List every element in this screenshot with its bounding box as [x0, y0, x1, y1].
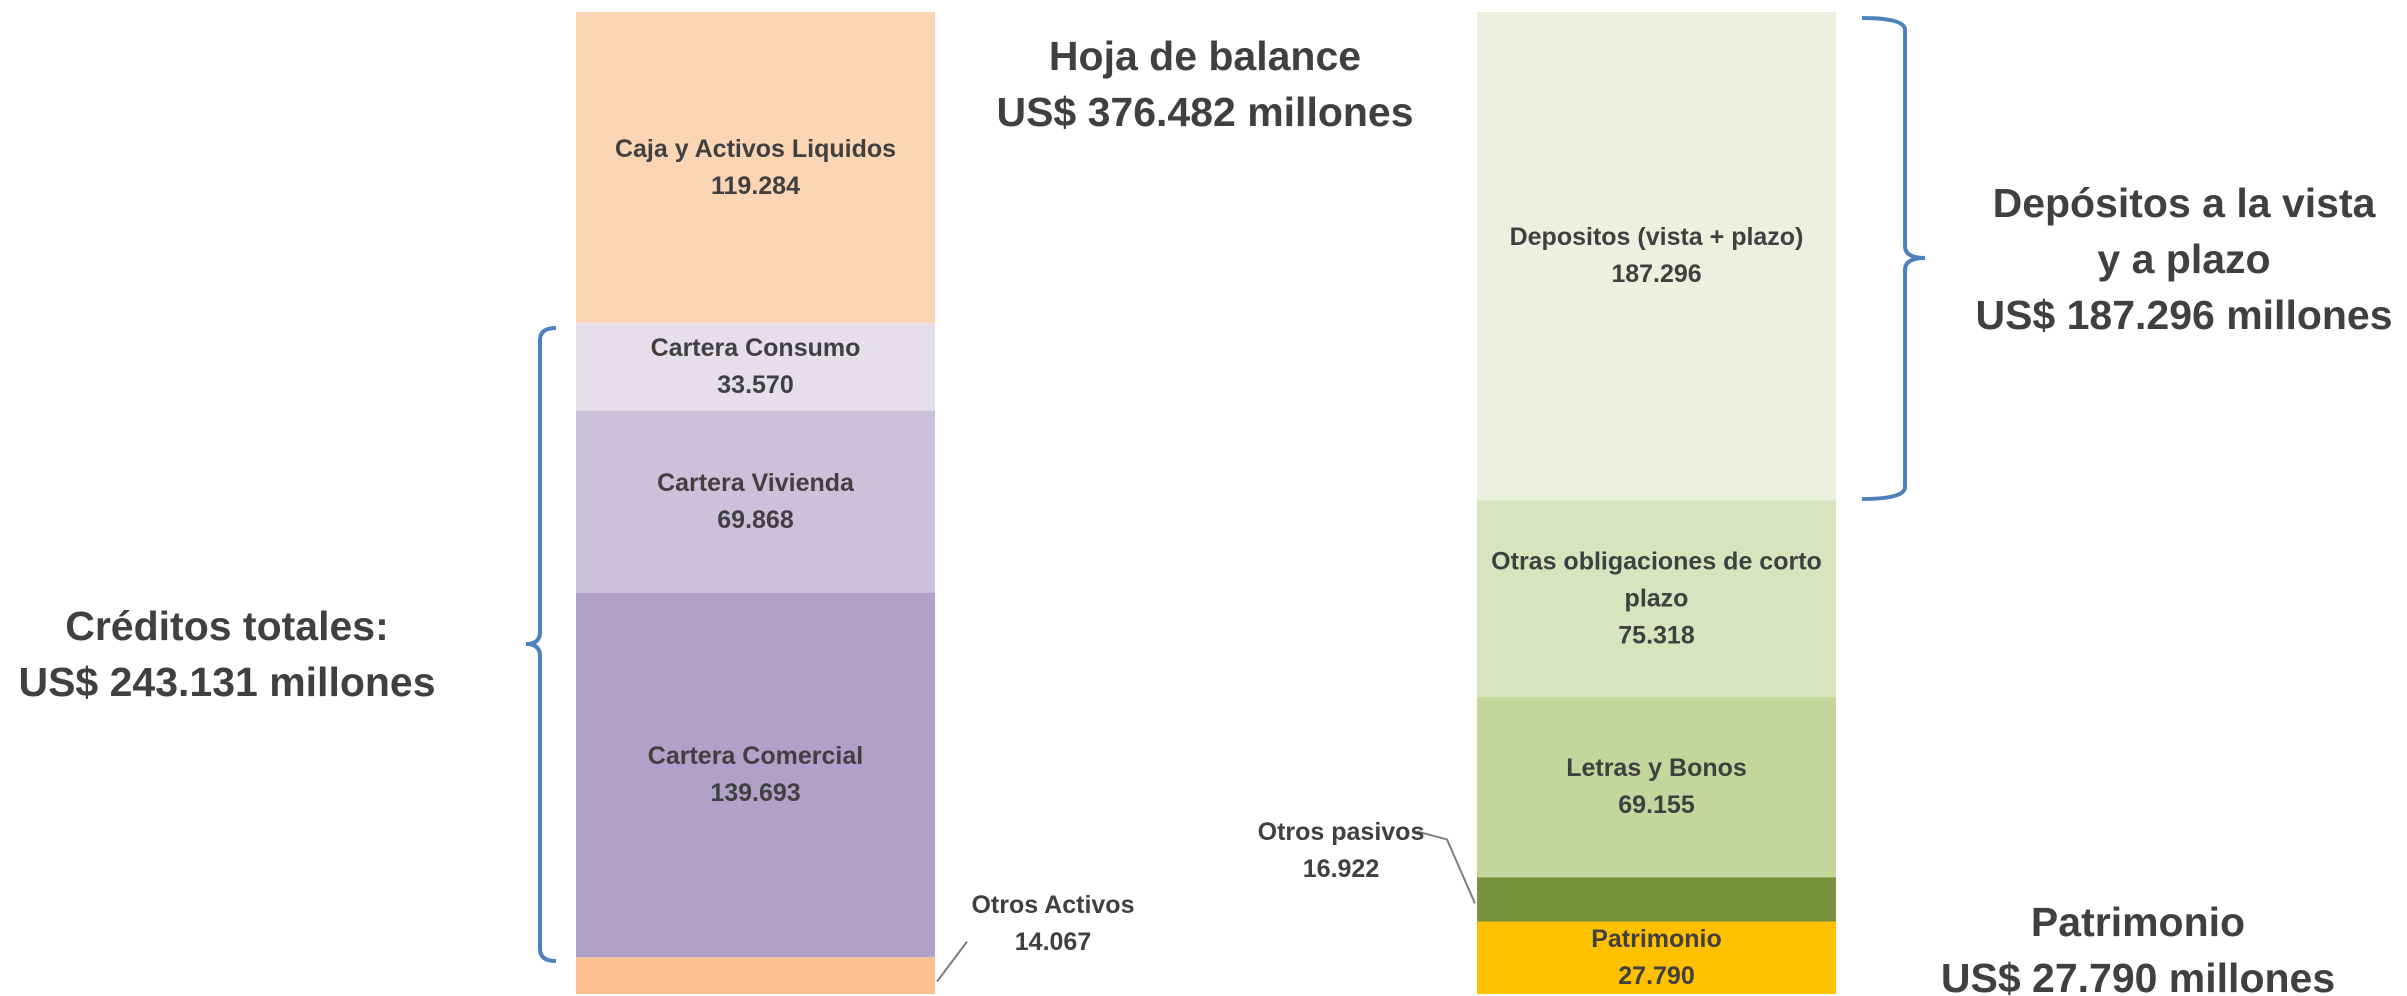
segment-label: Caja y Activos Liquidos 119.284	[586, 131, 925, 205]
segment-label: Cartera Consumo 33.570	[586, 330, 925, 404]
segment	[576, 592, 935, 958]
segment-value: 119.284	[711, 171, 800, 200]
segment-value: 69.868	[717, 505, 794, 534]
segment-name: Depositos (vista + plazo)	[1509, 223, 1804, 252]
segment-name: Cartera Vivienda	[657, 468, 854, 497]
segment	[576, 957, 935, 994]
segment	[576, 12, 935, 324]
segment-name: Cartera Consumo	[650, 333, 861, 362]
chart-title: Hoja de balance	[1048, 33, 1362, 79]
segment-value: 16.922	[1302, 855, 1380, 884]
segment	[1477, 500, 1836, 697]
segment-label: Letras y Bonos 69.155	[1487, 750, 1826, 824]
annotation: Créditos totales: US$ 243.131 millones	[18, 598, 435, 710]
leader-line	[936, 941, 968, 983]
segment-name: Cartera Comercial	[647, 742, 864, 771]
segment	[576, 410, 935, 593]
annotation-line: Depósitos a la vista	[1992, 180, 2376, 226]
segment-label: Otros pasivos 16.922	[1231, 814, 1451, 888]
annotation-line: US$ 187.296 millones	[1975, 292, 2393, 338]
annotation-line: y a plazo	[2097, 236, 2271, 282]
annotation: Patrimonio US$ 27.790 millones	[1941, 894, 2335, 996]
segment-name: Otras obligaciones de corto plazo	[1491, 547, 1822, 613]
segment	[1477, 696, 1836, 878]
segment-name: Caja y Activos Liquidos	[614, 134, 897, 163]
segment-value: 14.067	[1014, 927, 1092, 956]
segment-value: 139.693	[710, 779, 801, 808]
annotation-line: Créditos totales:	[65, 603, 389, 649]
segment-name: Otros Activos	[971, 890, 1135, 919]
segment-label: Cartera Vivienda 69.868	[586, 465, 925, 539]
segment-label: Depositos (vista + plazo) 187.296	[1487, 219, 1826, 293]
chart-subtitle: US$ 376.482 millones	[996, 89, 1414, 135]
segment-value: 69.155	[1618, 791, 1695, 820]
segment	[1477, 921, 1836, 994]
segment-value: 187.296	[1611, 260, 1702, 289]
annotation-line: US$ 243.131 millones	[18, 659, 436, 705]
title-block: Hoja de balance US$ 376.482 millones	[996, 28, 1413, 140]
segment-label: Otras obligaciones de corto plazo 75.318	[1487, 543, 1826, 654]
segment-label: Cartera Comercial 139.693	[586, 738, 925, 812]
segment-name: Letras y Bonos	[1566, 754, 1747, 783]
segment	[576, 323, 935, 411]
segment-name: Otros pasivos	[1257, 818, 1425, 847]
brace	[1861, 16, 1926, 501]
segment-value: 75.318	[1618, 621, 1695, 650]
segment-label: Otros Activos 14.067	[943, 887, 1163, 961]
segment-value: 27.790	[1618, 961, 1695, 990]
brace	[525, 326, 557, 963]
annotation-line: US$ 27.790 millones	[1940, 955, 2336, 996]
annotation-line: Patrimonio	[2030, 899, 2246, 945]
leader-line	[1416, 830, 1476, 904]
segment-label: Patrimonio 27.790	[1487, 921, 1826, 995]
segment-value: 33.570	[717, 370, 794, 399]
segment-name: Patrimonio	[1591, 924, 1722, 953]
segment	[1477, 12, 1836, 501]
annotation: Depósitos a la vista y a plazo US$ 187.2…	[1975, 175, 2392, 343]
segment	[1477, 877, 1836, 922]
